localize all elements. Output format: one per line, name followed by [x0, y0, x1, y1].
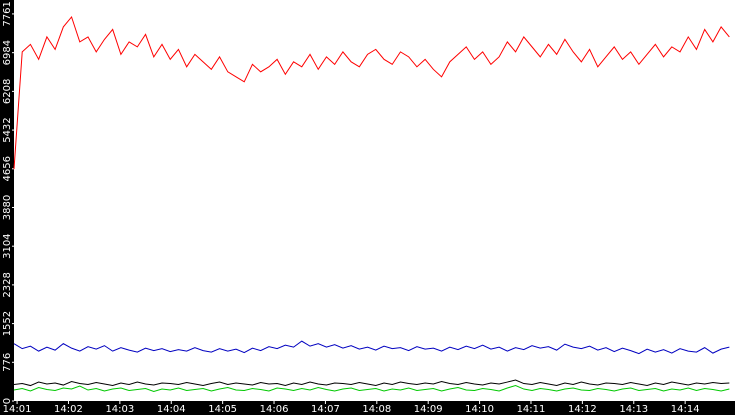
y-axis-band	[0, 0, 14, 415]
y-tick-label: 2328	[2, 272, 13, 297]
x-tick-label: 14:14	[671, 404, 700, 415]
x-tick-label: 14:09	[414, 404, 443, 415]
y-tick-label: 5432	[2, 117, 13, 142]
series-line	[13, 15, 730, 170]
y-tick-label: 6208	[2, 79, 13, 104]
x-tick-label: 14:06	[260, 404, 289, 415]
y-tick-label: 3880	[2, 195, 13, 220]
x-tick-label: 14:02	[54, 404, 83, 415]
x-tick-label: 14:01	[3, 404, 32, 415]
x-tick-label: 14:07	[311, 404, 340, 415]
series-line	[13, 385, 730, 393]
x-tick-label: 14:10	[465, 404, 494, 415]
y-tick-label: 776	[2, 353, 13, 372]
x-axis-band	[0, 401, 735, 415]
series-line	[13, 379, 730, 387]
x-tick-label: 14:03	[105, 404, 134, 415]
x-tick-label: 14:05	[208, 404, 237, 415]
y-tick-label: 4656	[2, 156, 13, 181]
y-tick-label: 6984	[2, 40, 13, 65]
x-tick-label: 14:12	[568, 404, 597, 415]
x-tick-label: 14:08	[362, 404, 391, 415]
x-tick-label: 14:11	[517, 404, 546, 415]
y-tick-label: 1552	[2, 311, 13, 336]
x-tick-label: 14:13	[619, 404, 648, 415]
y-tick-label: 7761	[2, 1, 13, 26]
y-tick-label: 0	[2, 398, 13, 404]
y-tick-label: 3104	[2, 233, 13, 258]
x-tick-label: 14:04	[157, 404, 186, 415]
series-line	[13, 340, 730, 355]
